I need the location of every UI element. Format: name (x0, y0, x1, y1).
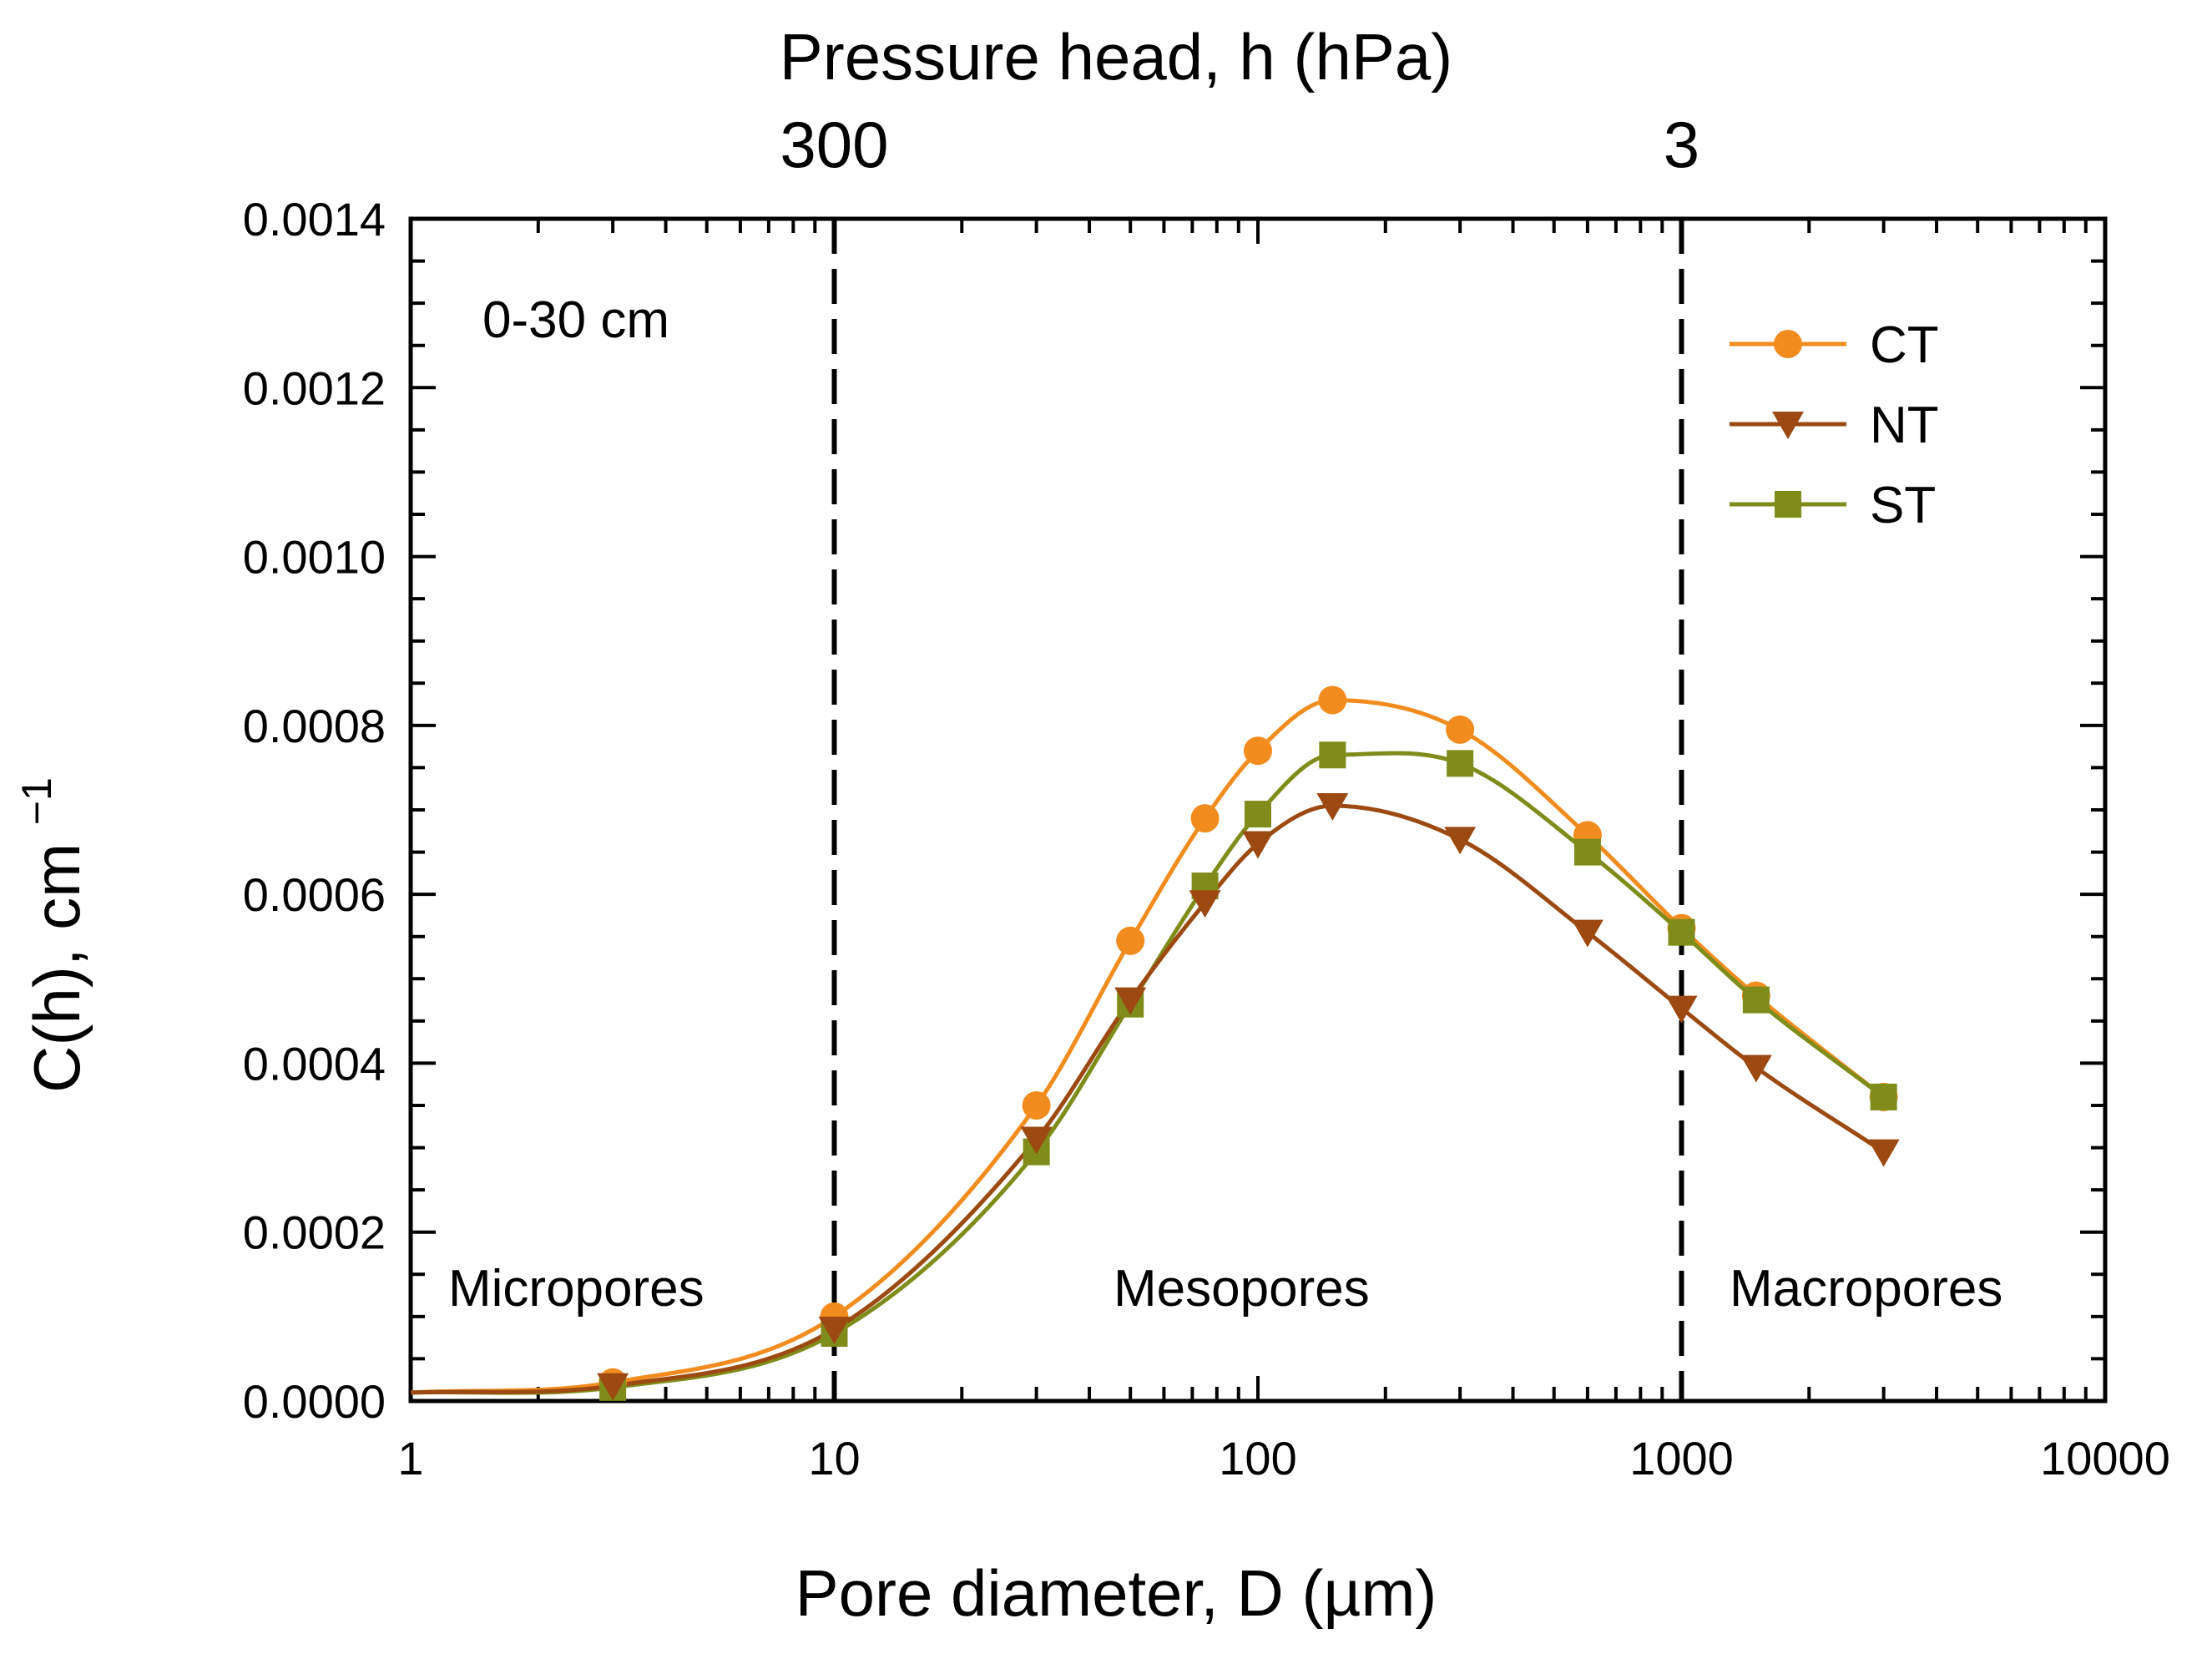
top-axis-title: Pressure head, h (hPa) (780, 20, 1452, 94)
data-point-ct (1244, 736, 1272, 766)
data-point-nt (1316, 792, 1349, 821)
region-label-mesopores: Mesopores (1114, 1260, 1370, 1318)
data-point-nt (1020, 1126, 1053, 1155)
x-tick-label: 10 (808, 1432, 860, 1484)
y-tick-label: 0.0006 (243, 868, 386, 921)
data-point-ct (1318, 685, 1347, 715)
y-tick-label: 0.0010 (243, 531, 386, 584)
y-tick-label: 0.0008 (243, 700, 386, 752)
data-point-st (1870, 1083, 1897, 1110)
top-tick-label: 300 (780, 108, 888, 181)
x-tick-label: 100 (1219, 1432, 1296, 1484)
data-point-st (1742, 986, 1770, 1014)
data-point-nt (1189, 890, 1221, 918)
plot-area: 1 10 100 1000 10000 0.0000 0.0002 0.0004 0.0006 0… (243, 108, 2170, 1484)
data-point-ct (1116, 926, 1145, 955)
data-point-nt (1740, 1055, 1772, 1083)
data-point-st (1245, 801, 1271, 828)
legend-label-nt: NT (1870, 397, 1939, 454)
y-axis-title: C(h), cm −1 (13, 777, 93, 1093)
series-line-st (410, 751, 1886, 1395)
y-axis-title-main: C(h), cm (20, 843, 93, 1093)
data-point-st (1668, 918, 1695, 946)
depth-annotation: 0-30 cm (482, 291, 669, 349)
legend-marker-nt (1772, 412, 1804, 439)
legend-marker-st (1775, 491, 1801, 518)
region-label-micropores: Micropores (448, 1260, 705, 1318)
y-tick-label: 0.0002 (243, 1206, 386, 1259)
data-point-nt (1444, 827, 1477, 855)
data-point-nt (597, 1373, 629, 1401)
data-point-nt (1242, 831, 1274, 859)
y-tick-label: 0.0014 (243, 193, 386, 245)
x-tick-label: 1 (397, 1432, 423, 1484)
x-axis-title: Pore diameter, D (µm) (795, 1556, 1437, 1630)
data-point-st (1319, 741, 1346, 769)
data-point-nt (1867, 1139, 1900, 1167)
data-point-nt (818, 1317, 851, 1345)
y-tick-label: 0.0012 (243, 362, 386, 414)
data-point-ct (1190, 804, 1220, 833)
top-tick-label: 3 (1664, 108, 1699, 181)
y-axis-title-exponent: −1 (13, 777, 60, 825)
legend-label-st: ST (1870, 477, 1936, 534)
region-label-macropores: Macropores (1730, 1260, 2002, 1318)
legend-label-ct: CT (1870, 316, 1939, 374)
data-point-nt (1665, 995, 1698, 1024)
series-line-ct (410, 698, 1886, 1395)
y-tick-label: 0.0004 (243, 1037, 386, 1090)
data-point-ct (1022, 1091, 1051, 1120)
data-point-st (1573, 838, 1601, 866)
legend-marker-ct (1774, 330, 1802, 358)
y-tick-label: 0.0000 (243, 1375, 386, 1428)
legend: CT NT ST (1730, 316, 1939, 534)
x-tick-label: 10000 (2040, 1432, 2170, 1484)
x-tick-label: 1000 (1629, 1432, 1734, 1484)
data-point-nt (1114, 987, 1147, 1015)
data-point-ct (1446, 715, 1475, 744)
data-point-st (1447, 750, 1474, 777)
data-point-nt (1571, 919, 1603, 948)
